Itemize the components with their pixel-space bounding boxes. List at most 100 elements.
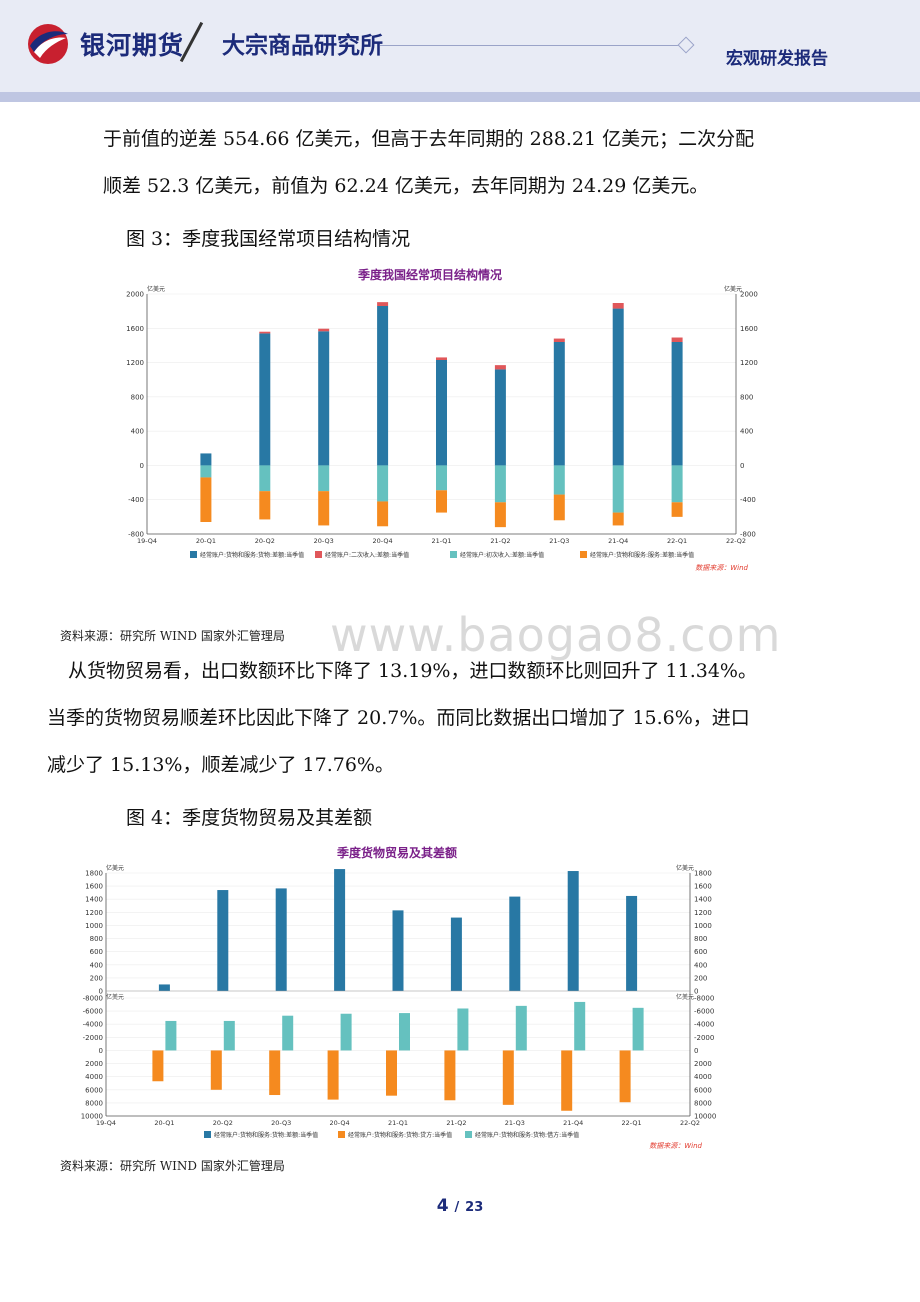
x-tick-label: 22-Q2 bbox=[726, 537, 746, 545]
y-tick-right: 800 bbox=[694, 935, 707, 943]
watermark: www.baogao8.com bbox=[330, 608, 782, 662]
bar-21-Q1 bbox=[436, 465, 447, 491]
legend-label: 经常账户:货物和服务:货物:借方:当季值 bbox=[475, 1131, 579, 1139]
bar-20-Q4 bbox=[334, 869, 346, 991]
bar-21-Q2 bbox=[494, 365, 506, 370]
y-tick-left: 600 bbox=[90, 948, 103, 956]
x-tick-label: 21-Q2 bbox=[446, 1119, 466, 1127]
bar-21-Q4 bbox=[612, 308, 624, 466]
legend-swatch bbox=[465, 1131, 472, 1138]
header-band bbox=[0, 92, 920, 102]
bar-20-Q2 bbox=[223, 1020, 235, 1051]
bar-20-Q1 bbox=[200, 465, 212, 478]
bar-20-Q1 bbox=[158, 984, 170, 991]
bar-21-Q2 bbox=[494, 502, 506, 528]
chart-source-note: 数据来源：Wind bbox=[649, 1142, 702, 1150]
legend-swatch bbox=[580, 551, 587, 558]
bar-21-Q4 bbox=[612, 512, 624, 526]
bar-20-Q3 bbox=[275, 888, 287, 991]
bar-20-Q3 bbox=[282, 1015, 294, 1051]
y-tick-left: 1400 bbox=[85, 896, 103, 904]
y-tick-right: 1400 bbox=[694, 896, 712, 904]
page-number: 4 / 23 bbox=[0, 1196, 920, 1216]
y-tick-left: 1600 bbox=[126, 325, 144, 333]
bar-20-Q4 bbox=[327, 1050, 339, 1100]
legend-label: 经常账户:二次收入:差额:当季值 bbox=[325, 551, 409, 559]
bar-21-Q2 bbox=[444, 1050, 456, 1101]
bar-22-Q1 bbox=[626, 895, 638, 991]
y-tick-right: 800 bbox=[740, 393, 753, 401]
current-page: 4 bbox=[436, 1196, 449, 1216]
y-tick-right: 8000 bbox=[694, 1099, 712, 1107]
chart-current-account-structure: 季度我国经常项目结构情况 亿美元 亿美元 2000 2000 1600 1600 120… bbox=[126, 267, 758, 572]
y-tick-right: 2000 bbox=[740, 291, 758, 299]
y-tick-left: 800 bbox=[131, 393, 144, 401]
x-tick-label: 20-Q3 bbox=[314, 537, 334, 545]
paragraph-1-line-1: 于前值的逆差 554.66 亿美元，但高于去年同期的 288.21 亿美元；二次… bbox=[103, 128, 755, 150]
chart-title: 季度货物贸易及其差额 bbox=[336, 845, 457, 860]
y-tick-left: -2000 bbox=[83, 1034, 103, 1042]
bar-21-Q2 bbox=[457, 1008, 469, 1051]
y-tick-left: 10000 bbox=[81, 1113, 103, 1121]
chart-source-note: 数据来源：Wind bbox=[695, 564, 748, 572]
legend-label: 经常账户:货物和服务:服务:差额:当季值 bbox=[590, 551, 694, 559]
y-tick-left: 400 bbox=[131, 428, 144, 436]
bar-21-Q1 bbox=[386, 1050, 397, 1096]
bar-20-Q4 bbox=[377, 501, 389, 527]
chart-title: 季度我国经常项目结构情况 bbox=[357, 267, 502, 282]
x-tick-label: 22-Q1 bbox=[622, 1119, 642, 1127]
bar-21-Q1 bbox=[399, 1013, 410, 1051]
legend-label: 经常账户:货物和服务:货物:差额:当季值 bbox=[214, 1131, 318, 1139]
y-tick-right: 1600 bbox=[694, 883, 712, 891]
bar-21-Q3 bbox=[553, 338, 565, 342]
paragraph-2-line-3: 减少了 15.13%，顺差减少了 17.76%。 bbox=[47, 754, 394, 776]
y-tick-right: 6000 bbox=[694, 1086, 712, 1094]
y-tick-right: 400 bbox=[740, 428, 753, 436]
bar-20-Q2 bbox=[217, 890, 229, 991]
y-tick-right: 0 bbox=[694, 988, 698, 996]
y-tick-left: 1600 bbox=[85, 883, 103, 891]
figure-3-title: 图 3：季度我国经常项目结构情况 bbox=[126, 228, 411, 250]
y-tick-right: -4000 bbox=[694, 1021, 714, 1029]
y-tick-right: 1200 bbox=[694, 909, 712, 917]
y-tick-left: 1000 bbox=[85, 922, 103, 930]
bar-22-Q1 bbox=[671, 337, 683, 342]
paragraph-2-line-1: 从货物贸易看，出口数额环比下降了 13.19%，进口数额环比则回升了 11.34… bbox=[68, 660, 757, 682]
header-rule bbox=[380, 45, 680, 46]
y-tick-right: 0 bbox=[740, 462, 744, 470]
legend-swatch bbox=[190, 551, 197, 558]
x-tick-label: 20-Q3 bbox=[271, 1119, 291, 1127]
bar-20-Q3 bbox=[269, 1050, 281, 1096]
y-tick-right: 2000 bbox=[694, 1060, 712, 1068]
x-tick-label: 21-Q1 bbox=[388, 1119, 408, 1127]
right-axis-unit: 亿美元 bbox=[724, 285, 742, 293]
bar-20-Q3 bbox=[318, 328, 330, 332]
y-tick-left: 8000 bbox=[85, 1099, 103, 1107]
bar-21-Q2 bbox=[494, 369, 506, 466]
figure-4-source: 资料来源：研究所 WIND 国家外汇管理局 bbox=[60, 1159, 285, 1173]
paragraph-1-line-2: 顺差 52.3 亿美元，前值为 62.24 亿美元，去年同期为 24.29 亿美… bbox=[103, 175, 709, 197]
x-tick-label: 21-Q4 bbox=[563, 1119, 583, 1127]
x-tick-label: 20-Q4 bbox=[373, 537, 393, 545]
x-tick-label: 22-Q2 bbox=[680, 1119, 700, 1127]
x-tick-label: 21-Q2 bbox=[490, 537, 510, 545]
bar-20-Q3 bbox=[318, 491, 330, 526]
x-tick-label: 20-Q2 bbox=[213, 1119, 233, 1127]
y-tick-right: 1200 bbox=[740, 359, 758, 367]
y-tick-left: 0 bbox=[140, 462, 144, 470]
bar-22-Q1 bbox=[671, 465, 683, 503]
bar-21-Q4 bbox=[574, 1001, 586, 1051]
x-tick-label: 19-Q4 bbox=[96, 1119, 116, 1127]
brand-name: 银河期货 bbox=[80, 31, 185, 60]
total-pages: 23 bbox=[465, 1200, 484, 1215]
bar-22-Q1 bbox=[632, 1007, 644, 1051]
page-header: 银河期货 大宗商品研究所 宏观研发报告 bbox=[0, 0, 920, 92]
x-tick-label: 20-Q4 bbox=[330, 1119, 350, 1127]
legend-swatch bbox=[315, 551, 322, 558]
y-tick-right: 200 bbox=[694, 974, 707, 982]
institute-name: 大宗商品研究所 bbox=[222, 33, 383, 59]
y-tick-right: 1600 bbox=[740, 325, 758, 333]
legend-label: 经常账户:货物和服务:货物:差额:当季值 bbox=[200, 551, 304, 559]
bar-21-Q3 bbox=[515, 1005, 527, 1051]
x-tick-label: 20-Q1 bbox=[196, 537, 216, 545]
